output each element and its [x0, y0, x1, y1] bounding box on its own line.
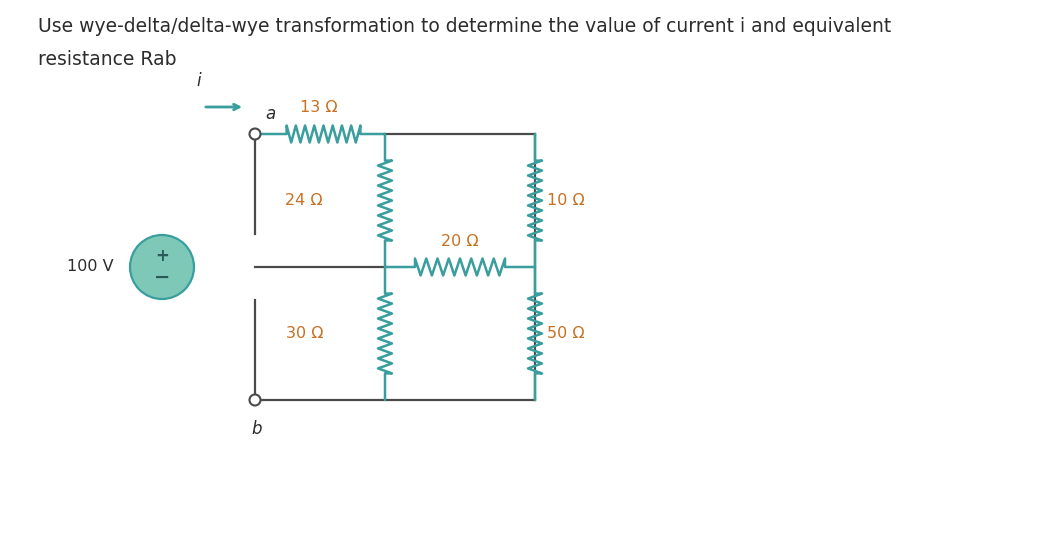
- Text: 50 Ω: 50 Ω: [547, 326, 584, 341]
- Text: b: b: [252, 420, 262, 438]
- Text: 30 Ω: 30 Ω: [285, 326, 323, 341]
- Text: 20 Ω: 20 Ω: [442, 234, 478, 249]
- Text: i: i: [196, 72, 201, 90]
- Text: resistance Rab: resistance Rab: [38, 50, 176, 69]
- Text: 24 Ω: 24 Ω: [285, 193, 323, 208]
- Circle shape: [250, 129, 260, 140]
- Text: +: +: [155, 247, 169, 265]
- Text: −: −: [154, 268, 170, 286]
- Text: Use wye-delta/delta-wye transformation to determine the value of current i and e: Use wye-delta/delta-wye transformation t…: [38, 17, 892, 36]
- Circle shape: [250, 395, 260, 406]
- Text: 100 V: 100 V: [67, 259, 114, 274]
- Text: a: a: [265, 105, 275, 123]
- Circle shape: [130, 235, 194, 299]
- Text: 10 Ω: 10 Ω: [547, 193, 584, 208]
- Text: 13 Ω: 13 Ω: [300, 100, 338, 115]
